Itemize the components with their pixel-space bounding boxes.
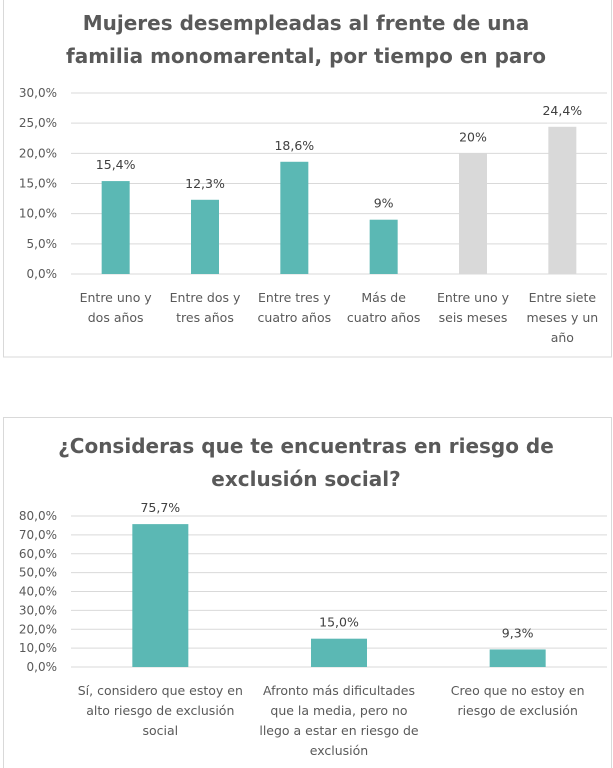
y-tick-label: 30,0% (19, 603, 57, 617)
y-tick-label: 20,0% (19, 622, 57, 636)
y-tick-label: 50,0% (19, 566, 57, 580)
x-category-label: seis meses (439, 310, 508, 325)
x-category-label: Entre uno y (80, 290, 153, 305)
x-category-label: tres años (176, 310, 234, 325)
bar (191, 199, 219, 274)
chart-title: Mujeres desempleadas al frente de una (83, 11, 530, 35)
x-category-label: año (551, 330, 574, 345)
chart-border (3, 417, 612, 768)
x-category-label: exclusión (310, 743, 368, 758)
y-tick-label: 15,0% (19, 177, 57, 191)
bar (311, 638, 367, 667)
x-category-label: cuatro años (258, 310, 332, 325)
y-tick-label: 80,0% (19, 509, 57, 523)
data-label: 15,4% (96, 157, 136, 172)
y-tick-label: 0,0% (27, 267, 58, 281)
data-label: 12,3% (185, 176, 225, 191)
x-category-label: social (143, 723, 179, 738)
y-tick-label: 70,0% (19, 528, 57, 542)
x-category-label: que la media, pero no (270, 703, 407, 718)
x-category-label: Sí, considero que estoy en (78, 683, 243, 698)
x-category-label: meses y un (526, 310, 598, 325)
x-category-label: Entre dos y (170, 290, 241, 305)
x-category-label: llego a estar en riesgo de (259, 723, 419, 738)
x-category-label: dos años (88, 310, 144, 325)
data-label: 18,6% (274, 138, 314, 153)
chart-unemployment-duration: Mujeres desempleadas al frente de una fam… (3, 0, 612, 358)
data-label: 9% (374, 196, 394, 211)
x-category-label: Entre uno y (437, 290, 510, 305)
x-category-label: Afronto más dificultades (263, 683, 415, 698)
bar (132, 524, 189, 667)
data-label: 24,4% (542, 103, 582, 118)
chart-title: familia monomarental, por tiempo en paro (66, 44, 546, 68)
x-category-label: Entre siete (529, 290, 597, 305)
chart-title: exclusión social? (211, 467, 400, 491)
y-tick-label: 40,0% (19, 585, 57, 599)
chart-social-exclusion-risk: ¿Consideras que te encuentras en riesgo … (3, 417, 612, 768)
y-tick-label: 10,0% (19, 641, 57, 655)
bar (369, 219, 398, 274)
data-label: 15,0% (319, 615, 359, 630)
data-label: 75,7% (140, 500, 180, 515)
y-tick-label: 25,0% (19, 116, 57, 130)
y-tick-label: 30,0% (19, 86, 57, 100)
data-label: 20% (459, 129, 487, 144)
y-tick-label: 60,0% (19, 547, 57, 561)
x-category-label: cuatro años (347, 310, 421, 325)
bar (489, 649, 546, 667)
x-category-label: Creo que no estoy en (451, 683, 585, 698)
data-label: 9,3% (502, 625, 534, 640)
bar (459, 153, 487, 274)
x-category-label: riesgo de exclusión (457, 703, 577, 718)
y-tick-label: 5,0% (27, 237, 58, 251)
chart-title: ¿Consideras que te encuentras en riesgo … (58, 434, 554, 458)
y-tick-label: 20,0% (19, 146, 57, 160)
y-tick-label: 0,0% (27, 660, 58, 674)
bar (280, 161, 309, 274)
bar (101, 181, 130, 274)
y-tick-label: 10,0% (19, 207, 57, 221)
x-category-label: Más de (361, 290, 406, 305)
x-category-label: Entre tres y (258, 290, 331, 305)
x-category-label: alto riesgo de exclusión (86, 703, 234, 718)
bar (548, 126, 577, 274)
